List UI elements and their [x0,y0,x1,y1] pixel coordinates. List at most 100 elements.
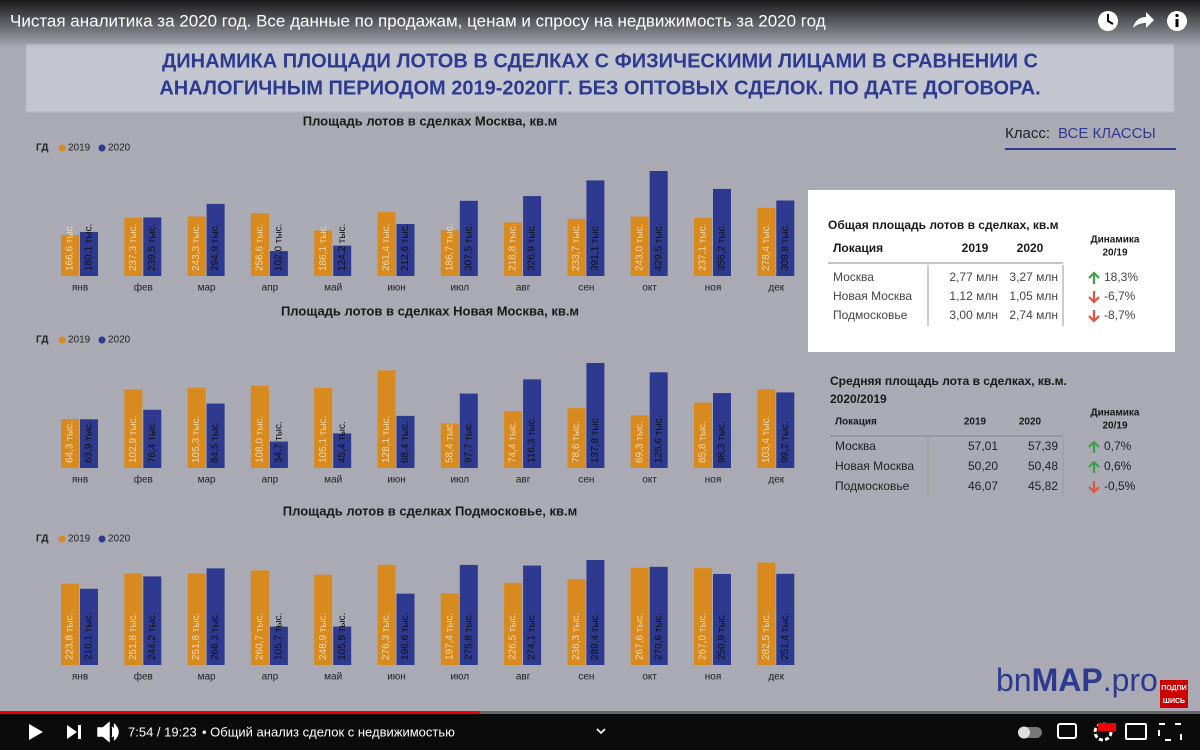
data-label: 243,0 тыс. [634,224,645,271]
legend-swatch [58,336,66,344]
legend-swatch [98,535,106,543]
bar [61,583,79,665]
bar [459,200,478,276]
bar [187,573,206,665]
bar [713,573,731,665]
data-label: 74,4 тыс. [508,421,519,463]
data-label: 429,5 тыс. [653,224,664,271]
bar [250,570,269,665]
x-tick-label: авг [516,475,531,486]
bar [250,213,269,276]
data-label: 34,7 тыс. [274,421,285,463]
data-label: 84,5 тыс. [210,421,221,463]
data-label: 243,3 тыс. [191,224,202,271]
bar [333,626,352,665]
legend-label: 2019 [68,335,91,346]
cell: 18,3% [1104,270,1138,284]
data-label: 186,1 тыс. [318,224,329,271]
legend-label: 2020 [108,335,131,346]
watch-later-icon[interactable] [1098,11,1118,31]
data-label: 197,4 тыс. [444,613,455,660]
bar [586,560,605,665]
bar [504,411,523,468]
data-label: 166,6 тыс. [65,224,76,271]
data-label: 68,4 тыс. [400,421,411,463]
volume-button[interactable] [97,721,119,743]
bar [269,441,288,468]
next-button[interactable] [67,725,81,739]
data-label: 64,3 тыс. [65,421,76,463]
data-label: 308,8 тыс. [780,224,791,271]
bar [713,188,731,276]
bar [124,217,143,276]
data-label: 307,5 тыс. [463,224,474,271]
bar [567,408,586,468]
chapter-chevron[interactable] [596,728,606,735]
subscribe-button[interactable] [1160,680,1188,708]
bar [206,403,225,468]
data-label: 105,9 тыс. [337,613,348,660]
x-tick-label: дек [768,672,784,683]
arrow-up [1088,271,1100,284]
legend-swatch [98,144,106,152]
legend-title: ГД [36,143,49,154]
bar [630,567,649,665]
data-label: 58,4 тыс. [444,421,455,463]
bar [649,372,668,468]
x-tick-label: янв [72,672,88,683]
x-tick-label: окт [642,475,657,486]
settings-button[interactable] [1093,722,1113,742]
subtitles-button[interactable] [1057,723,1077,739]
data-label: 124,2 тыс. [337,224,348,271]
x-tick-label: янв [72,475,88,486]
bar [567,218,586,276]
bar [440,230,459,276]
bar [396,224,415,276]
data-label: 276,3 тыс. [381,613,392,660]
cell: -6,7% [1104,289,1136,303]
subscribe-text: ШИСЬ [1163,698,1185,705]
top-bar [0,0,1200,48]
data-label: 260,7 тыс. [255,613,266,660]
data-label: 266,3 тыс. [210,613,221,660]
bar [586,363,605,468]
heading: ДИНАМИКА ПЛОЩАДИ ЛОТОВ В СДЕЛКАХ С ФИЗИЧ… [162,50,1038,72]
cell: 0,6% [1104,459,1132,473]
play-button[interactable] [29,724,43,740]
bar [776,200,795,276]
data-label: 97,7 тыс. [463,421,474,463]
x-tick-label: мар [198,672,216,683]
share-icon[interactable] [1133,12,1154,28]
data-label: 275,8 тыс. [463,613,474,660]
subscribe-text: ПОДПИ [1161,685,1186,692]
data-label: 239,5 тыс. [147,224,158,271]
bar [80,419,98,468]
cell: 1,05 млн [1009,289,1058,303]
chapter-title[interactable]: • Общий анализ сделок с недвижимостью [202,724,455,739]
x-tick-label: сен [578,475,594,486]
bar [567,579,586,665]
x-tick-label: дек [768,475,784,486]
bar [314,387,333,468]
bar [694,218,712,276]
data-label: 128,1 тыс. [381,416,392,463]
progress-played [0,711,480,714]
arrow-up [1088,440,1100,453]
data-label: 251,8 тыс. [191,613,202,660]
class-label: Класс: [1005,125,1050,142]
data-label: 125,6 тыс. [653,416,664,463]
data-label: 105,1 тыс. [318,416,329,463]
cast-button[interactable] [1125,723,1147,740]
progress-track[interactable] [0,711,1200,714]
legend-title: ГД [36,335,49,346]
video-title[interactable]: Чистая аналитика за 2020 год. Все данные… [10,11,826,30]
info-icon[interactable] [1167,11,1187,31]
x-tick-label: апр [262,672,279,683]
x-tick-label: июл [450,283,469,294]
time-display: 7:54 / 19:23 [128,724,197,739]
data-label: 250,9 тыс. [717,613,728,660]
table-title: Общая площадь лотов в сделках, кв.м [828,218,1059,232]
legend-label: 2019 [68,534,91,545]
fullscreen-button[interactable] [1158,723,1182,741]
bar [649,566,668,665]
